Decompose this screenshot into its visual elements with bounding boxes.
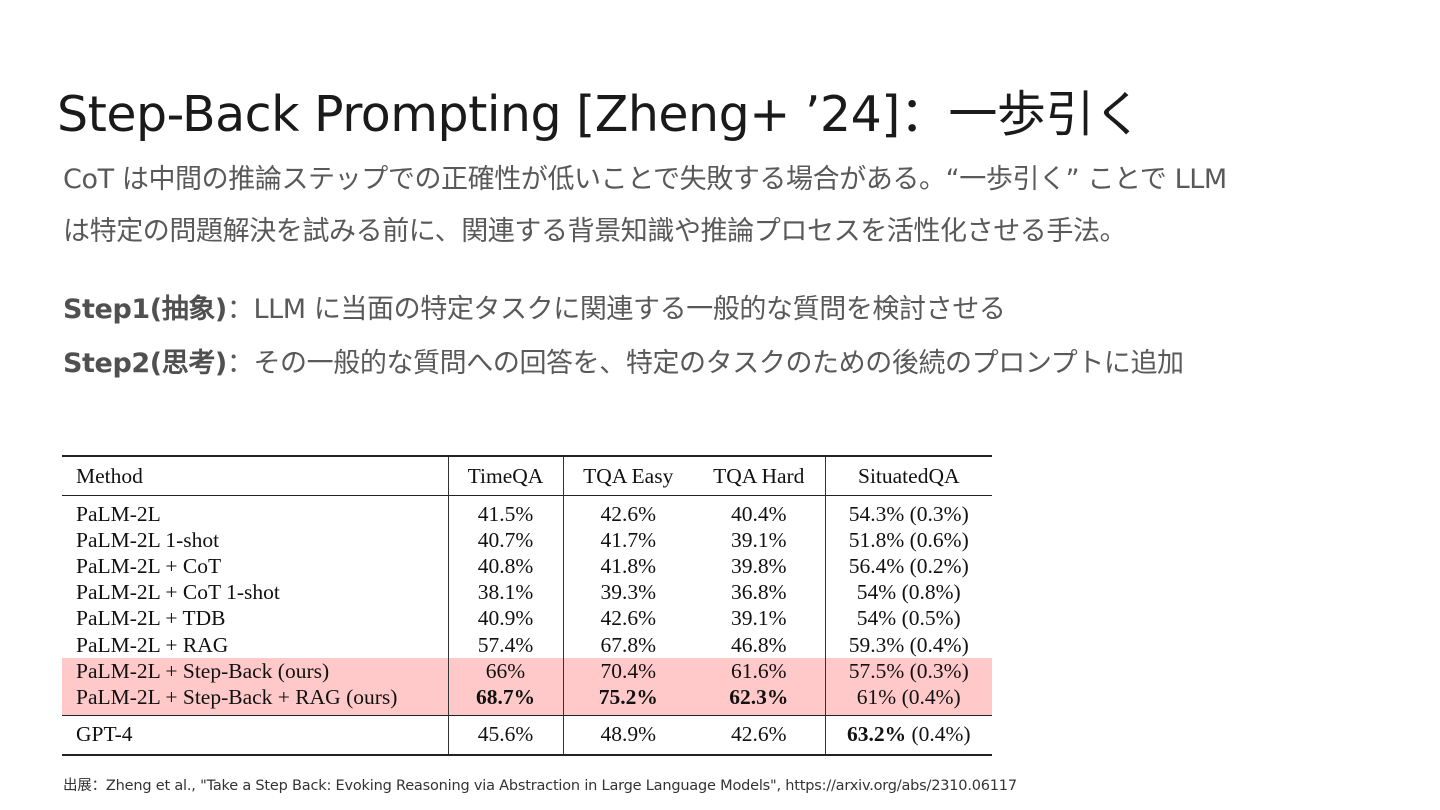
intro-line-1: CoT は中間の推論ステップでの正確性が低いことで失敗する場合がある。“一歩引く… (63, 164, 1227, 195)
cell-method: GPT-4 (76, 722, 133, 746)
cell-situatedqa: 51.8% (0.6%) (824, 527, 992, 554)
table-row-highlighted: PaLM-2L + Step-Back + RAG (ours) 68.7% 7… (62, 684, 992, 715)
table-row: PaLM-2L + RAG 57.4% 67.8% 46.8% 59.3% (0… (62, 631, 992, 659)
header-situatedqa: SituatedQA (824, 456, 992, 496)
step-1-label: Step1(抽象) (63, 294, 227, 325)
cell-tqa-hard: 39.1% (730, 606, 787, 631)
best-value: 62.3% (729, 684, 789, 709)
cell-timeqa: 68.7% (447, 684, 563, 715)
cell-method: PaLM-2L + CoT (76, 553, 222, 578)
intro-paragraph: CoT は中間の推論ステップでの正確性が低いことで失敗する場合がある。“一歩引く… (63, 154, 1383, 258)
intro-line-2: は特定の問題解決を試みる前に、関連する背景知識や推論プロセスを活性化させる手法。 (63, 216, 1127, 247)
cell-tqa-hard: 39.8% (730, 553, 787, 578)
table-row-highlighted: PaLM-2L + Step-Back (ours) 66% 70.4% 61.… (62, 658, 992, 685)
cell-timeqa: 40.8% (447, 553, 563, 580)
best-value: 68.7% (475, 684, 536, 709)
cell-tqa-easy: 41.8% (562, 553, 693, 580)
cell-situatedqa: 54.3% (0.3%) (824, 495, 992, 528)
cell-timeqa: 57.4% (447, 631, 563, 659)
cell-tqa-easy: 70.4% (562, 658, 693, 685)
cell-timeqa: 66% (447, 658, 563, 685)
cell-tqa-easy: 42.6% (562, 605, 693, 632)
cell-timeqa: 41.5% (447, 495, 563, 528)
cell-tqa-easy: 75.2% (562, 684, 693, 715)
cell-tqa-hard: 40.4% (730, 501, 787, 526)
cell-timeqa: 38.1% (447, 579, 563, 606)
table-header-row: Method TimeQA TQA Easy TQA Hard Situated… (62, 456, 992, 496)
table-row: PaLM-2L + CoT 40.8% 41.8% 39.8% 56.4% (0… (62, 553, 992, 580)
cell-situatedqa: 56.4% (0.2%) (824, 553, 992, 580)
cell-situatedqa: 59.3% (0.4%) (824, 631, 992, 659)
cell-timeqa: 45.6% (447, 715, 563, 755)
table-row: PaLM-2L + CoT 1-shot 38.1% 39.3% 36.8% 5… (62, 579, 992, 606)
cell-tqa-hard: 61.6% (693, 658, 825, 685)
step-2: Step2(思考)：その一般的な質問への回答を、特定のタスクのための後続のプロン… (63, 337, 1184, 391)
steps-list: Step1(抽象)：LLM に当面の特定タスクに関連する一般的な質問を検討させる… (63, 283, 1184, 391)
cell-tqa-hard: 42.6% (730, 722, 787, 746)
step-2-label: Step2(思考) (63, 348, 227, 379)
header-timeqa: TimeQA (447, 456, 563, 496)
cell-method: PaLM-2L + Step-Back (ours) (62, 658, 448, 685)
cell-method: PaLM-2L + Step-Back + RAG (ours) (62, 684, 448, 715)
cell-situatedqa: 57.5% (0.3%) (824, 658, 992, 685)
cell-tqa-easy: 42.6% (562, 495, 693, 528)
cell-situatedqa: 54% (0.5%) (824, 605, 992, 632)
cell-situatedqa: 61% (0.4%) (824, 684, 992, 715)
table-row: PaLM-2L + TDB 40.9% 42.6% 39.1% 54% (0.5… (62, 605, 992, 632)
cell-tqa-easy: 48.9% (562, 715, 693, 755)
header-tqa-hard: TQA Hard (713, 463, 805, 488)
cell-method: PaLM-2L + CoT 1-shot (76, 580, 280, 605)
header-tqa-easy: TQA Easy (562, 456, 693, 496)
step-2-text: ：その一般的な質問への回答を、特定のタスクのための後続のプロンプトに追加 (226, 348, 1184, 379)
cell-timeqa: 40.9% (447, 605, 563, 632)
step-1: Step1(抽象)：LLM に当面の特定タスクに関連する一般的な質問を検討させる (63, 283, 1184, 337)
header-method: Method (76, 463, 143, 488)
slide-title: Step-Back Prompting [Zheng+ ’24]：一歩引く (57, 85, 1143, 143)
cell-tqa-hard: 36.8% (730, 580, 787, 605)
cell-method: PaLM-2L 1-shot (76, 527, 220, 552)
cell-situatedqa: 63.2% (0.4%) (824, 715, 992, 755)
best-value: 63.2% (846, 722, 907, 746)
cell-tqa-hard: 46.8% (730, 632, 787, 657)
cell-tqa-hard: 62.3% (693, 684, 825, 715)
cell-method: PaLM-2L + TDB (76, 606, 226, 631)
table-row: PaLM-2L 1-shot 40.7% 41.7% 39.1% 51.8% (… (62, 527, 992, 554)
cell-timeqa: 40.7% (447, 527, 563, 554)
best-value: 75.2% (598, 684, 658, 709)
cell-tqa-easy: 67.8% (562, 631, 693, 659)
cell-method: PaLM-2L + RAG (76, 632, 229, 657)
cell-tqa-easy: 41.7% (562, 527, 693, 554)
cell-situatedqa: 54% (0.8%) (824, 579, 992, 606)
source-citation: 出展：Zheng et al., "Take a Step Back: Evok… (63, 778, 1017, 794)
table-row: PaLM-2L 41.5% 42.6% 40.4% 54.3% (0.3%) (62, 495, 992, 528)
cell-tqa-hard: 39.1% (730, 527, 787, 552)
table-row-gpt4: GPT-4 45.6% 48.9% 42.6% 63.2% (0.4%) (62, 715, 992, 755)
std-value: (0.4%) (911, 722, 971, 746)
results-table: Method TimeQA TQA Easy TQA Hard Situated… (62, 455, 992, 756)
cell-method: PaLM-2L (76, 501, 161, 526)
cell-tqa-easy: 39.3% (562, 579, 693, 606)
step-1-text: ：LLM に当面の特定タスクに関連する一般的な質問を検討させる (226, 294, 1006, 325)
